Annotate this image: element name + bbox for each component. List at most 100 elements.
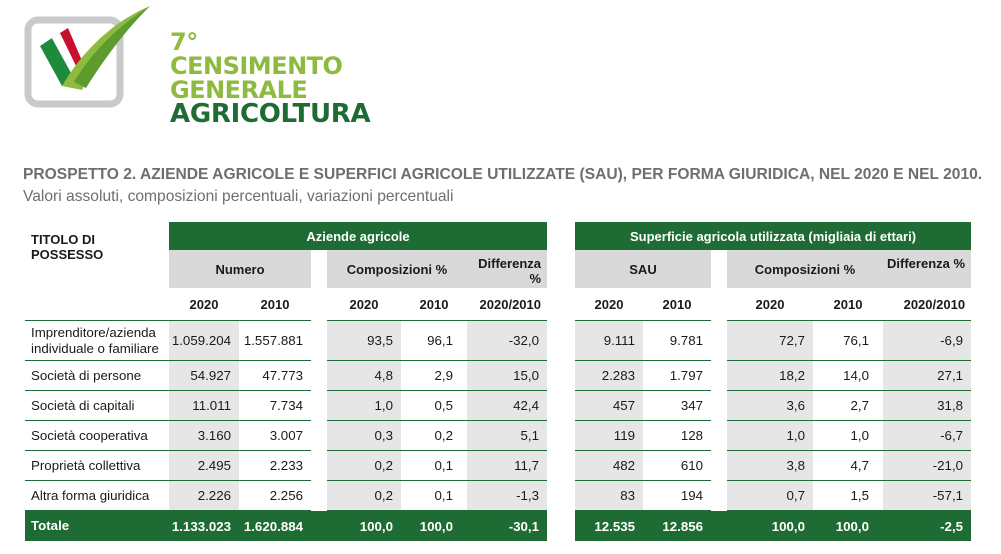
- group-header-aziende: Aziende agricole: [169, 222, 547, 250]
- cell-comp-2010: 0,5: [401, 390, 467, 421]
- cell-sau-2010: 128: [643, 420, 711, 451]
- subheader-differenza-sau: Differenza %: [883, 250, 972, 288]
- cell-comp-2010: 0,2: [401, 420, 467, 451]
- group-header-sau: Superficie agricola utilizzata (migliaia…: [575, 222, 972, 250]
- cell-numero-2010: 2.233: [239, 450, 311, 481]
- year-header: 2010: [662, 296, 692, 312]
- cell-sau-comp-2020: 1,0: [727, 420, 813, 451]
- cell-comp-2020: 0,3: [327, 420, 401, 451]
- cell-comp-2020: 93,5: [327, 320, 401, 361]
- cell-numero-2020: 1.059.204: [169, 320, 239, 361]
- cell-sau-diff: 27,1: [883, 360, 972, 391]
- logo-line-2: GENERALE: [170, 76, 308, 104]
- row-label: Imprenditore/azienda individuale o famil…: [25, 320, 169, 361]
- cell-sau-comp-2010: 1,5: [813, 480, 883, 511]
- table-row: Società di persone 54.927 47.773 4,8 2,9…: [25, 360, 972, 391]
- cell-diff: 15,0: [467, 360, 547, 391]
- cell-numero-2010: 1.557.881: [239, 320, 311, 361]
- table-title-bold: PROSPETTO 2. AZIENDE AGRICOLE E SUPERFIC…: [23, 166, 983, 183]
- year-header: 2010: [833, 296, 863, 312]
- subheader-numero: Numero: [169, 250, 311, 288]
- cell-comp-2020: 4,8: [327, 360, 401, 391]
- year-header: 2020/2010: [903, 296, 966, 312]
- cell-sau-2010: 194: [643, 480, 711, 511]
- cell-sau-2020: 482: [575, 450, 643, 481]
- table-row: Società di capitali 11.011 7.734 1,0 0,5…: [25, 390, 972, 421]
- logo-line-1: 7° CENSIMENTO: [170, 28, 343, 80]
- cell-sau-2010: 1.797: [643, 360, 711, 391]
- cell-sau-comp-2010: 2,7: [813, 390, 883, 421]
- cell-sau-2010: 9.781: [643, 320, 711, 361]
- cell-numero-2010: 47.773: [239, 360, 311, 391]
- year-header: 2010: [260, 296, 290, 312]
- cell-sau-comp-2020: 18,2: [727, 360, 813, 391]
- row-label: Società cooperativa: [25, 420, 169, 451]
- cell-diff: -32,0: [467, 320, 547, 361]
- cell-sau-diff: -6,9: [883, 320, 972, 361]
- year-header: 2020: [349, 296, 379, 312]
- year-header: 2020: [594, 296, 624, 312]
- logo-line-3: AGRICOLTURA: [170, 99, 371, 129]
- row-label: Proprietà collettiva: [25, 450, 169, 481]
- table-title-subtitle: Valori assoluti, composizioni percentual…: [23, 188, 454, 205]
- row-header: TITOLO DI POSSESSO: [31, 232, 104, 262]
- table-row: Imprenditore/azienda individuale o famil…: [25, 320, 972, 361]
- cell-sau-comp-2020: 0,7: [727, 480, 813, 511]
- cell-sau-2020: 9.111: [575, 320, 643, 361]
- subheader-composizioni-sau: Composizioni %: [727, 250, 883, 288]
- cell-sau-comp-2020: 3,8: [727, 450, 813, 481]
- row-label: Società di persone: [25, 360, 169, 391]
- cell-sau-comp-2010: 1,0: [813, 420, 883, 451]
- total-row: Totale 1.133.023 1.620.884 100,0 100,0 -…: [25, 510, 972, 541]
- cell-numero-2020: 54.927: [169, 360, 239, 391]
- cell-sau-comp-2010: 4,7: [813, 450, 883, 481]
- table-title: PROSPETTO 2. AZIENDE AGRICOLE E SUPERFIC…: [23, 164, 983, 208]
- cell-sau-2020: 457: [575, 390, 643, 421]
- total-sau-2020: 12.535: [575, 510, 643, 541]
- total-numero-2010: 1.620.884: [239, 510, 311, 541]
- cell-sau-2010: 610: [643, 450, 711, 481]
- total-sau-2010: 12.856: [643, 510, 711, 541]
- row-label: Altra forma giuridica: [25, 480, 169, 511]
- total-diff: -30,1: [467, 510, 547, 541]
- cell-numero-2010: 2.256: [239, 480, 311, 511]
- cell-diff: 11,7: [467, 450, 547, 481]
- cell-comp-2010: 0,1: [401, 480, 467, 511]
- cell-sau-comp-2010: 14,0: [813, 360, 883, 391]
- year-header: 2020/2010: [479, 296, 541, 312]
- year-header: 2010: [419, 296, 449, 312]
- cell-sau-diff: -6,7: [883, 420, 972, 451]
- cell-sau-diff: -57,1: [883, 480, 972, 511]
- subheader-differenza-aziende: Differenza %: [467, 250, 547, 288]
- cell-diff: 42,4: [467, 390, 547, 421]
- year-header: 2020: [189, 296, 219, 312]
- total-comp-2010: 100,0: [401, 510, 467, 541]
- cell-numero-2020: 3.160: [169, 420, 239, 451]
- cell-sau-2020: 2.283: [575, 360, 643, 391]
- cell-sau-2010: 347: [643, 390, 711, 421]
- subheader-composizioni-aziende: Composizioni %: [327, 250, 467, 288]
- cell-numero-2020: 11.011: [169, 390, 239, 421]
- total-sau-comp-2020: 100,0: [727, 510, 813, 541]
- table-row: Proprietà collettiva 2.495 2.233 0,2 0,1…: [25, 450, 972, 481]
- row-label: Società di capitali: [25, 390, 169, 421]
- cell-sau-diff: 31,8: [883, 390, 972, 421]
- cell-numero-2020: 2.495: [169, 450, 239, 481]
- cell-numero-2010: 7.734: [239, 390, 311, 421]
- total-sau-comp-2010: 100,0: [813, 510, 883, 541]
- checkmark-ballot-icon: [24, 6, 150, 108]
- cell-sau-comp-2010: 76,1: [813, 320, 883, 361]
- cell-comp-2020: 0,2: [327, 450, 401, 481]
- table-row: Società cooperativa 3.160 3.007 0,3 0,2 …: [25, 420, 972, 451]
- table-row: Altra forma giuridica 2.226 2.256 0,2 0,…: [25, 480, 972, 511]
- cell-comp-2010: 0,1: [401, 450, 467, 481]
- cell-comp-2010: 2,9: [401, 360, 467, 391]
- cell-sau-2020: 83: [575, 480, 643, 511]
- cell-comp-2010: 96,1: [401, 320, 467, 361]
- cell-sau-comp-2020: 72,7: [727, 320, 813, 361]
- cell-sau-comp-2020: 3,6: [727, 390, 813, 421]
- cell-numero-2010: 3.007: [239, 420, 311, 451]
- data-table: TITOLO DI POSSESSO Aziende agricole Supe…: [25, 222, 972, 541]
- cell-diff: -1,3: [467, 480, 547, 511]
- total-label: Totale: [25, 510, 169, 541]
